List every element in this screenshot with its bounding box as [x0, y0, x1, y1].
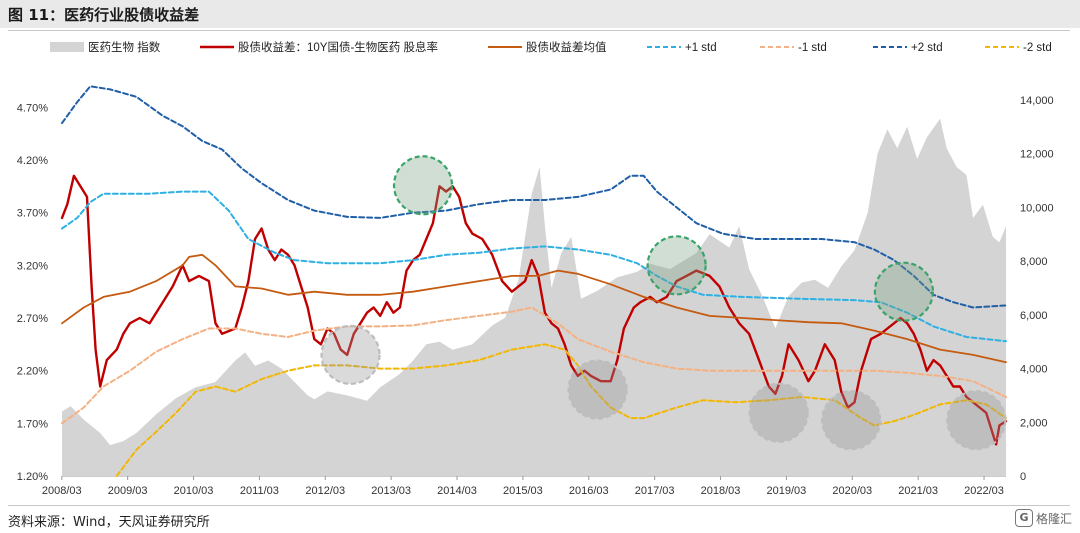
watermark: G 格隆汇	[1014, 508, 1072, 528]
x-tick-label: 2017/03	[635, 485, 675, 497]
y-right-tick-label: 2,000	[1020, 417, 1048, 429]
y-right-tick-label: 8,000	[1020, 256, 1048, 268]
y-left-tick-label: 4.70%	[17, 102, 48, 114]
chart-axes	[61, 475, 1006, 480]
grey-highlight-circle	[748, 382, 809, 443]
series-line-2	[61, 253, 1007, 364]
y-left-tick-label: 2.70%	[17, 313, 48, 325]
y-right-tick-label: 10,000	[1020, 202, 1054, 214]
series-line-1	[60, 174, 1008, 446]
x-tick-label: 2011/03	[240, 485, 279, 497]
legend-label: +2 std	[911, 42, 943, 54]
source-note: 资料来源：Wind，天风证券研究所	[8, 515, 210, 530]
y-right-tick-label: 12,000	[1020, 149, 1054, 161]
legend-swatch	[50, 42, 84, 52]
grey-highlight-circle	[946, 390, 1007, 451]
x-tick-label: 2022/03	[964, 485, 1004, 497]
y-left-tick-label: 1.20%	[17, 471, 48, 483]
y-left-tick-label: 2.20%	[17, 366, 48, 378]
x-tick-label: 2019/03	[767, 485, 807, 497]
legend-label: -1 std	[798, 42, 827, 54]
x-tick-label: 2014/03	[437, 485, 477, 497]
y-right-tick-label: 14,000	[1020, 95, 1054, 107]
x-tick-label: 2021/03	[898, 485, 938, 497]
title-bar	[0, 0, 1080, 28]
y-right-tick-label: 0	[1020, 471, 1026, 483]
legend-label: 医药生物 指数	[88, 40, 161, 54]
y-right-tick-label: 4,000	[1020, 364, 1048, 376]
series-line-3	[61, 190, 1007, 343]
green-highlight-circle	[392, 155, 454, 216]
y-left-tick-label: 3.20%	[17, 260, 48, 272]
x-tick-label: 2008/03	[42, 485, 82, 497]
legend-label: -2 std	[1023, 42, 1052, 54]
legend-label: 股债收益差均值	[526, 40, 607, 54]
page-title: 图 11：医药行业股债收益差	[8, 6, 200, 24]
bottom-divider	[8, 505, 1070, 506]
chart: 医药生物 指数 股债收益差：10Y国债-生物医药 股息率 股债收益差均值 +1 std…	[17, 40, 1054, 497]
legend-label: +1 std	[685, 42, 717, 54]
x-tick-label: 2018/03	[701, 485, 741, 497]
x-tick-label: 2015/03	[503, 485, 543, 497]
y-right-tick-label: 6,000	[1020, 310, 1048, 322]
series-line-4	[61, 306, 1007, 425]
chart-plot-area	[60, 85, 1008, 477]
x-tick-label: 2010/03	[174, 485, 214, 497]
chart-tick-labels: 1.20% 1.70% 2.20% 2.70% 3.20% 3.70% 4.20% 4.70%…	[17, 95, 1054, 497]
x-tick-label: 2013/03	[371, 485, 411, 497]
x-tick-label: 2012/03	[305, 485, 345, 497]
watermark-text: 格隆汇	[1035, 511, 1072, 526]
y-left-tick-label: 1.70%	[17, 418, 48, 430]
series-line-6	[115, 343, 1007, 477]
legend-label: 股债收益差：10Y国债-生物医药 股息率	[238, 40, 438, 54]
x-tick-label: 2009/03	[108, 485, 148, 497]
x-tick-label: 2016/03	[569, 485, 609, 497]
grey-highlight-circle	[567, 359, 628, 420]
watermark-logo-icon: G	[1014, 509, 1033, 527]
green-highlight-circle	[873, 261, 934, 322]
green-highlight-circle	[646, 235, 707, 296]
x-tick-label: 2020/03	[832, 485, 872, 497]
series-line-5	[61, 85, 1007, 309]
y-left-tick-label: 4.20%	[17, 155, 48, 167]
grey-highlight-circle	[320, 324, 381, 385]
grey-highlight-circle	[821, 390, 882, 451]
chart-legend: 医药生物 指数 股债收益差：10Y国债-生物医药 股息率 股债收益差均值 +1 std…	[50, 40, 1052, 54]
y-left-tick-label: 3.70%	[17, 208, 48, 220]
top-divider	[8, 30, 1070, 31]
